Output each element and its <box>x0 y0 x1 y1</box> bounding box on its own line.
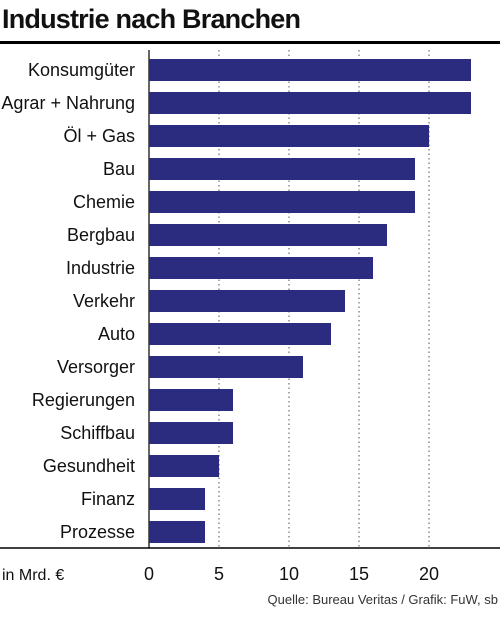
x-tick-label: 0 <box>144 564 154 584</box>
bars <box>149 59 471 543</box>
bar-auto <box>149 323 331 345</box>
x-tick-label: 5 <box>214 564 224 584</box>
bar-agrar-nahrung <box>149 92 471 114</box>
x-tick-label: 20 <box>419 564 439 584</box>
bar-regierungen <box>149 389 233 411</box>
category-label: Auto <box>98 324 135 344</box>
x-unit-label: in Mrd. € <box>2 567 64 584</box>
bar-chemie <box>149 191 415 213</box>
bar-konsumgüter <box>149 59 471 81</box>
category-labels: Konsumgüter Agrar + Nahrung Öl + Gas Bau Che… <box>1 60 135 542</box>
chart-title: Industrie nach Branchen <box>2 4 301 34</box>
bar-öl-gas <box>149 125 429 147</box>
title-divider <box>0 41 500 44</box>
category-label: Öl + Gas <box>63 126 135 146</box>
category-label: Bergbau <box>67 225 135 245</box>
category-label: Prozesse <box>60 522 135 542</box>
bar-prozesse <box>149 521 205 543</box>
bar-finanz <box>149 488 205 510</box>
category-label: Chemie <box>73 192 135 212</box>
bar-industrie <box>149 257 373 279</box>
x-tick-labels: 0 5 10 15 20 <box>144 564 439 584</box>
category-label: Gesundheit <box>43 456 135 476</box>
category-label: Schiffbau <box>60 423 135 443</box>
bar-bergbau <box>149 224 387 246</box>
x-tick-label: 15 <box>349 564 369 584</box>
source-note: Quelle: Bureau Veritas / Grafik: FuW, sb <box>267 592 498 607</box>
category-label: Agrar + Nahrung <box>1 93 135 113</box>
category-label: Verkehr <box>73 291 135 311</box>
category-label: Konsumgüter <box>28 60 135 80</box>
bar-bau <box>149 158 415 180</box>
category-label: Industrie <box>66 258 135 278</box>
bar-gesundheit <box>149 455 219 477</box>
bar-versorger <box>149 356 303 378</box>
category-label: Finanz <box>81 489 135 509</box>
bar-schiffbau <box>149 422 233 444</box>
category-label: Bau <box>103 159 135 179</box>
x-tick-label: 10 <box>279 564 299 584</box>
category-label: Versorger <box>57 357 135 377</box>
category-label: Regierungen <box>32 390 135 410</box>
bar-verkehr <box>149 290 345 312</box>
